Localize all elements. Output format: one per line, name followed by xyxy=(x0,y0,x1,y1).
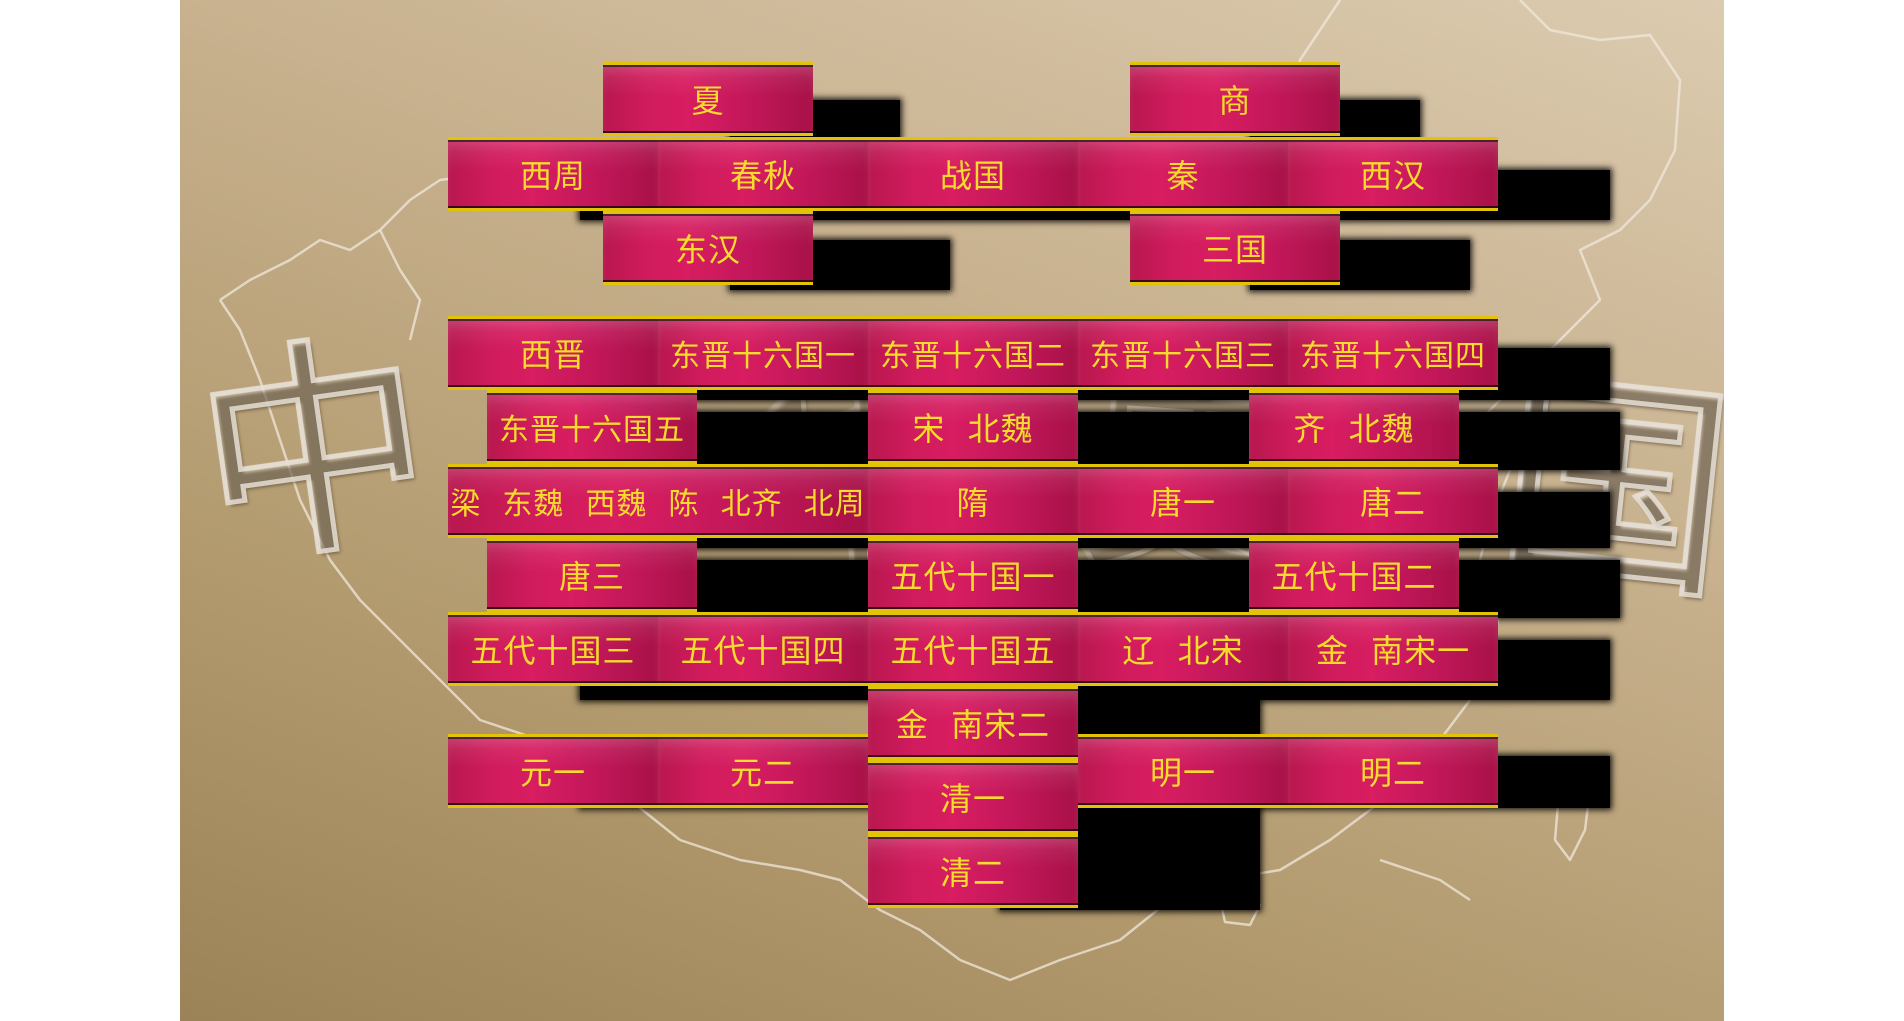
tile-dongjin-5[interactable]: 东晋十六国五 xyxy=(487,390,697,464)
tile-dongjin-3[interactable]: 东晋十六国三 xyxy=(1078,316,1288,390)
tile-wudai-5[interactable]: 五代十国五 xyxy=(868,612,1078,686)
tile-tang-1[interactable]: 唐一 xyxy=(1078,464,1288,538)
tile-tang-2[interactable]: 唐二 xyxy=(1288,464,1498,538)
stage: 中 华 史 国 夏 商 西周 春秋 战国 秦 西汉 东汉 三国 西晋 东晋十六国… xyxy=(180,0,1724,1021)
tile-qing-2[interactable]: 清二 xyxy=(868,834,1078,908)
tile-liao-beisong[interactable]: 辽 北宋 xyxy=(1078,612,1288,686)
tile-xijin[interactable]: 西晋 xyxy=(448,316,658,390)
tile-xihan[interactable]: 西汉 xyxy=(1288,137,1498,211)
tile-wudai-1[interactable]: 五代十国一 xyxy=(868,538,1078,612)
tile-ming-1[interactable]: 明一 xyxy=(1078,734,1288,808)
tile-shadow xyxy=(620,560,1620,618)
tile-chunqiu[interactable]: 春秋 xyxy=(658,137,868,211)
tile-shang[interactable]: 商 xyxy=(1130,62,1340,136)
tile-xizhou[interactable]: 西周 xyxy=(448,137,658,211)
tile-dongjin-1[interactable]: 东晋十六国一 xyxy=(658,316,868,390)
tile-wudai-2[interactable]: 五代十国二 xyxy=(1249,538,1459,612)
tile-tang-3[interactable]: 唐三 xyxy=(487,538,697,612)
tile-wudai-3[interactable]: 五代十国三 xyxy=(448,612,658,686)
tile-jin-nansong-1[interactable]: 金 南宋一 xyxy=(1288,612,1498,686)
tile-qin[interactable]: 秦 xyxy=(1078,137,1288,211)
tile-donghan[interactable]: 东汉 xyxy=(603,211,813,285)
tile-dongjin-4[interactable]: 东晋十六国四 xyxy=(1288,316,1498,390)
tile-shadow xyxy=(620,412,1620,470)
watermark-char-1: 中 xyxy=(180,304,450,605)
tile-sanguo[interactable]: 三国 xyxy=(1130,211,1340,285)
tile-song-beiwei[interactable]: 宋 北魏 xyxy=(868,390,1078,464)
tile-jin-nansong-2[interactable]: 金 南宋二 xyxy=(868,686,1078,760)
tile-dongjin-2[interactable]: 东晋十六国二 xyxy=(868,316,1078,390)
tile-xia[interactable]: 夏 xyxy=(603,62,813,136)
tile-sui[interactable]: 隋 xyxy=(868,464,1078,538)
tile-wudai-4[interactable]: 五代十国四 xyxy=(658,612,868,686)
tile-zhanguo[interactable]: 战国 xyxy=(868,137,1078,211)
tile-qi-beiwei[interactable]: 齐 北魏 xyxy=(1249,390,1459,464)
tile-yuan-2[interactable]: 元二 xyxy=(658,734,868,808)
tile-qing-1[interactable]: 清一 xyxy=(868,760,1078,834)
tile-liang-to-beizhou[interactable]: 梁 东魏 西魏 陈 北齐 北周 xyxy=(448,464,868,538)
tile-ming-2[interactable]: 明二 xyxy=(1288,734,1498,808)
tile-yuan-1[interactable]: 元一 xyxy=(448,734,658,808)
